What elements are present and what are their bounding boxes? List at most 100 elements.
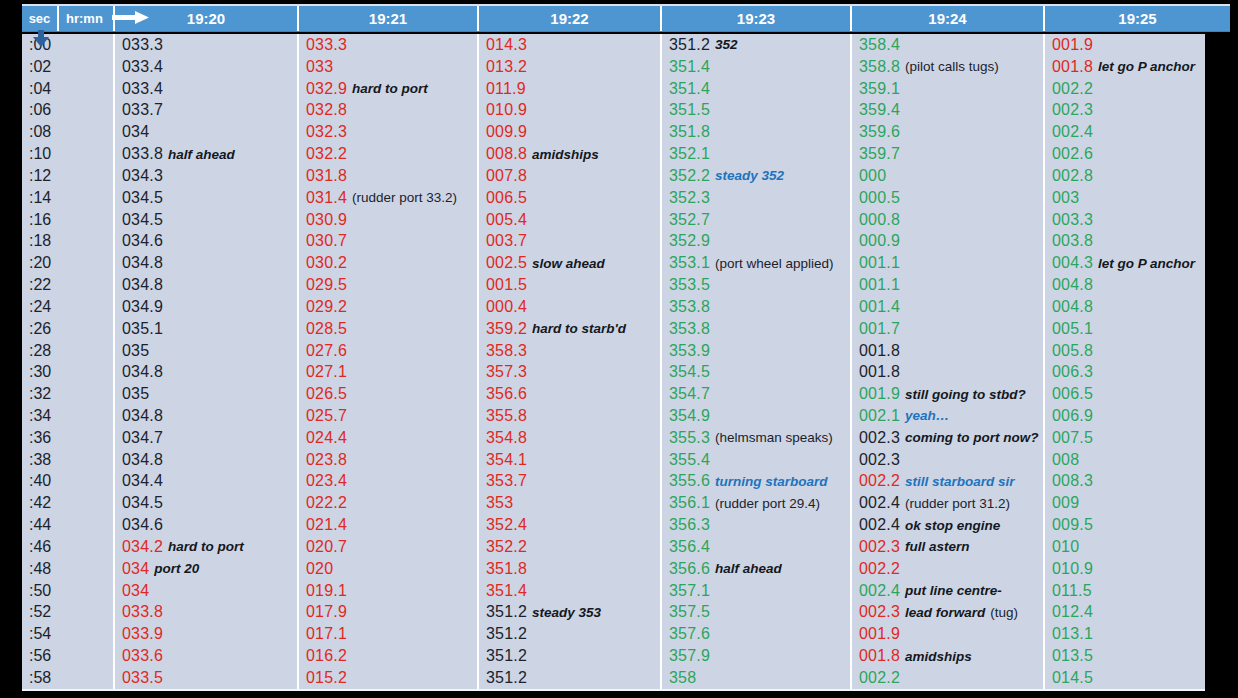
heading-value: 009.9: [486, 123, 527, 141]
heading-cell: 034: [113, 121, 297, 143]
heading-cell: 034.6: [113, 230, 297, 252]
heading-value: 359.2: [486, 320, 527, 338]
heading-cell: 001.9: [1043, 34, 1205, 56]
heading-cell: 017.9: [297, 602, 477, 624]
heading-cell: 356.3: [660, 514, 850, 536]
heading-value: 359.6: [859, 123, 900, 141]
heading-cell: 352.2steady 352: [660, 165, 850, 187]
heading-cell: 001.1: [850, 252, 1043, 274]
heading-cell: 000.8: [850, 209, 1043, 231]
heading-cell: 358.8(pilot calls tugs): [850, 56, 1043, 78]
heading-cell: 034.8: [113, 274, 297, 296]
annotation: steady 353: [532, 605, 601, 620]
heading-value: 002.3: [859, 451, 900, 469]
heading-cell: 033.8half ahead: [113, 143, 297, 165]
heading-value: 353.8: [669, 320, 710, 338]
sec-label: :52: [22, 602, 113, 624]
annotation-paren: (helmsman speaks): [715, 430, 833, 445]
heading-cell: 035.1: [113, 318, 297, 340]
heading-cell: 033: [297, 56, 477, 78]
heading-value: 000.8: [859, 211, 900, 229]
heading-value: 004.8: [1052, 276, 1093, 294]
heading-cell: 002.3 full astern: [850, 536, 1043, 558]
table-row: :06033.7032.8010.9351.5359.4002.3: [22, 99, 1205, 121]
heading-value: 352.9: [669, 232, 710, 250]
heading-cell: 357.9: [660, 645, 850, 667]
table-row: :16034.5030.9005.4352.7000.8003.3: [22, 209, 1205, 231]
heading-value: 034.9: [122, 298, 163, 316]
heading-cell: 356.1(rudder port 29.4): [660, 492, 850, 514]
annotation: full astern: [905, 539, 970, 554]
heading-value: 032.8: [306, 101, 347, 119]
heading-value: 029.5: [306, 276, 347, 294]
heading-value: 015.2: [306, 669, 347, 687]
heading-value: 003: [1052, 189, 1079, 207]
table-row: :46034.2hard to port020.7352.2356.4002.3…: [22, 536, 1205, 558]
heading-value: 027.1: [306, 363, 347, 381]
heading-value: 353.5: [669, 276, 710, 294]
heading-value: 000.5: [859, 189, 900, 207]
heading-cell: 009: [1043, 492, 1205, 514]
sec-label: :20: [22, 252, 113, 274]
heading-cell: 014.3: [477, 34, 660, 56]
heading-value: 032.3: [306, 123, 347, 141]
heading-value: 002.3: [859, 538, 900, 556]
table-row: :12034.3031.8007.8352.2steady 352000002.…: [22, 165, 1205, 187]
heading-value: 352.1: [669, 145, 710, 163]
heading-value: 030.7: [306, 232, 347, 250]
sec-label: :36: [22, 427, 113, 449]
heading-value: 002.5: [486, 254, 527, 272]
heading-cell: 010.9: [477, 99, 660, 121]
heading-value: 002.2: [859, 560, 900, 578]
heading-cell: 351.5: [660, 99, 850, 121]
heading-cell: 017.1: [297, 623, 477, 645]
heading-cell: 034.8: [113, 449, 297, 471]
heading-value: 010: [1052, 538, 1079, 556]
heading-cell: 001.7: [850, 318, 1043, 340]
heading-cell: 002.4put line centre-: [850, 580, 1043, 602]
heading-cell: 035: [113, 383, 297, 405]
heading-cell: 032.2: [297, 143, 477, 165]
heading-value: 000.9: [859, 232, 900, 250]
heading-cell: 002.3: [1043, 99, 1205, 121]
heading-cell: 021.4: [297, 514, 477, 536]
heading-cell: 032.8: [297, 99, 477, 121]
heading-cell: 022.2: [297, 492, 477, 514]
heading-cell: 034.2hard to port: [113, 536, 297, 558]
heading-value: 356.1: [669, 494, 710, 512]
heading-value: 010.9: [486, 101, 527, 119]
heading-value: 001.1: [859, 276, 900, 294]
heading-cell: 034.6: [113, 514, 297, 536]
heading-value: 002.2: [859, 472, 900, 490]
heading-value: 001.9: [859, 625, 900, 643]
table-row: :34034.8025.7355.8354.9002.1yeah…006.9: [22, 405, 1205, 427]
heading-value: 007.5: [1052, 429, 1093, 447]
heading-value: 002.4: [859, 516, 900, 534]
heading-cell: 027.6: [297, 340, 477, 362]
heading-cell: 001.8: [850, 340, 1043, 362]
heading-cell: 032.3: [297, 121, 477, 143]
annotation: hard to starb'd: [532, 321, 626, 336]
heading-value: 351.4: [669, 58, 710, 76]
heading-cell: 358.4: [850, 34, 1043, 56]
heading-value: 358.3: [486, 342, 527, 360]
heading-value: 034.2: [122, 538, 163, 556]
heading-value: 354.8: [486, 429, 527, 447]
heading-value: 008.3: [1052, 472, 1093, 490]
heading-cell: 007.8: [477, 165, 660, 187]
annotation: hard to port: [352, 81, 428, 96]
heading-value: 001.1: [859, 254, 900, 272]
heading-cell: 351.2: [477, 645, 660, 667]
heading-cell: 001.1: [850, 274, 1043, 296]
heading-cell: 001.8let go P anchor: [1043, 56, 1205, 78]
table-row: :36034.7024.4354.8355.3(helmsman speaks)…: [22, 427, 1205, 449]
heading-cell: 011.5: [1043, 580, 1205, 602]
heading-cell: 359.7: [850, 143, 1043, 165]
heading-value: 027.6: [306, 342, 347, 360]
sec-label: :22: [22, 274, 113, 296]
heading-value: 356.6: [669, 560, 710, 578]
heading-value: 001.7: [859, 320, 900, 338]
heading-cell: 351.8: [660, 121, 850, 143]
heading-value: 030.2: [306, 254, 347, 272]
heading-value: 352.3: [669, 189, 710, 207]
